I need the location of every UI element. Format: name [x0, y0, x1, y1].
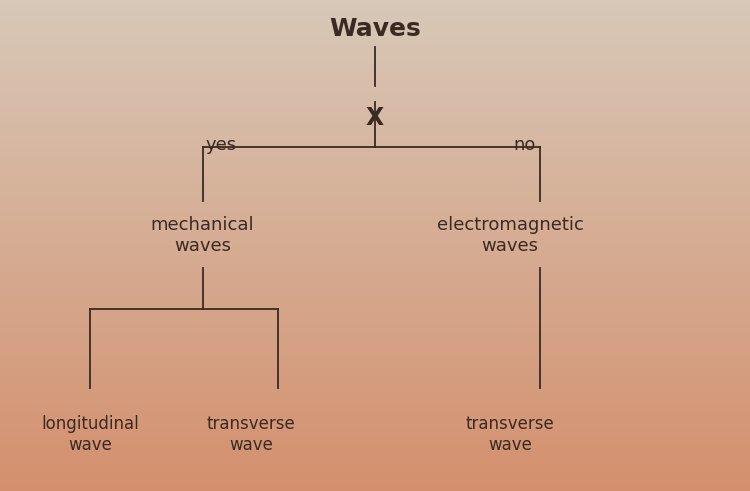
Text: longitudinal
wave: longitudinal wave [41, 415, 139, 454]
Text: transverse
wave: transverse wave [207, 415, 296, 454]
Text: no: no [514, 136, 536, 154]
Text: yes: yes [206, 136, 237, 154]
Text: Waves: Waves [329, 18, 421, 41]
Text: mechanical
waves: mechanical waves [151, 216, 254, 255]
Text: electromagnetic
waves: electromagnetic waves [436, 216, 584, 255]
Text: X: X [366, 106, 384, 130]
Text: transverse
wave: transverse wave [466, 415, 554, 454]
